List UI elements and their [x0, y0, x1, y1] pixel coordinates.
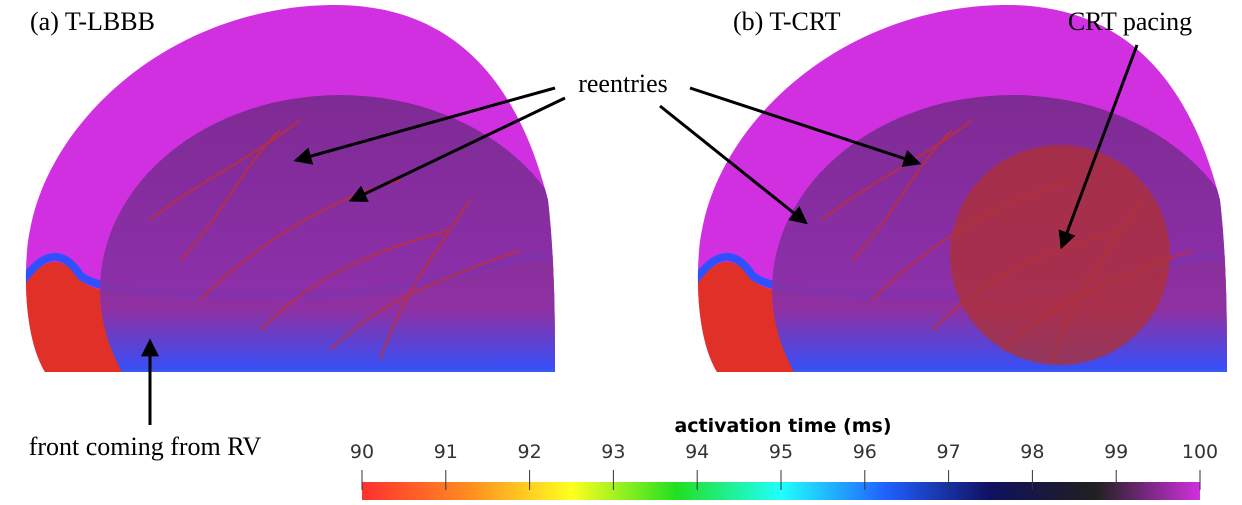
tick-label: 96	[853, 441, 877, 463]
colorbar-title: activation time (ms)	[674, 415, 891, 437]
tick-label: 97	[937, 441, 961, 463]
panel-label: (b) T-CRT	[733, 7, 841, 36]
colorbar	[362, 482, 1200, 500]
tick-label: 99	[1104, 441, 1128, 463]
tick-label: 95	[769, 441, 793, 463]
tick-label: 90	[350, 441, 374, 463]
heart-lbbb	[0, 0, 580, 485]
tick-label: 93	[601, 441, 625, 463]
tick-label: 100	[1182, 441, 1218, 463]
arrows	[141, 44, 1139, 425]
tick-label: 91	[434, 441, 458, 463]
tick-label: 92	[518, 441, 542, 463]
tick-label: 98	[1020, 441, 1044, 463]
annotation: reentries	[578, 69, 668, 98]
tick-label: 94	[685, 441, 709, 463]
crt-paced-region	[950, 145, 1170, 365]
panel-label: (a) T-LBBB	[30, 7, 155, 36]
annotation: CRT pacing	[1068, 7, 1192, 36]
annotation: front coming from RV	[29, 432, 262, 461]
